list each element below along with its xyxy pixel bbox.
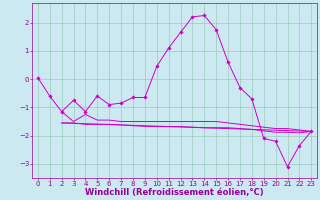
- X-axis label: Windchill (Refroidissement éolien,°C): Windchill (Refroidissement éolien,°C): [85, 188, 264, 197]
